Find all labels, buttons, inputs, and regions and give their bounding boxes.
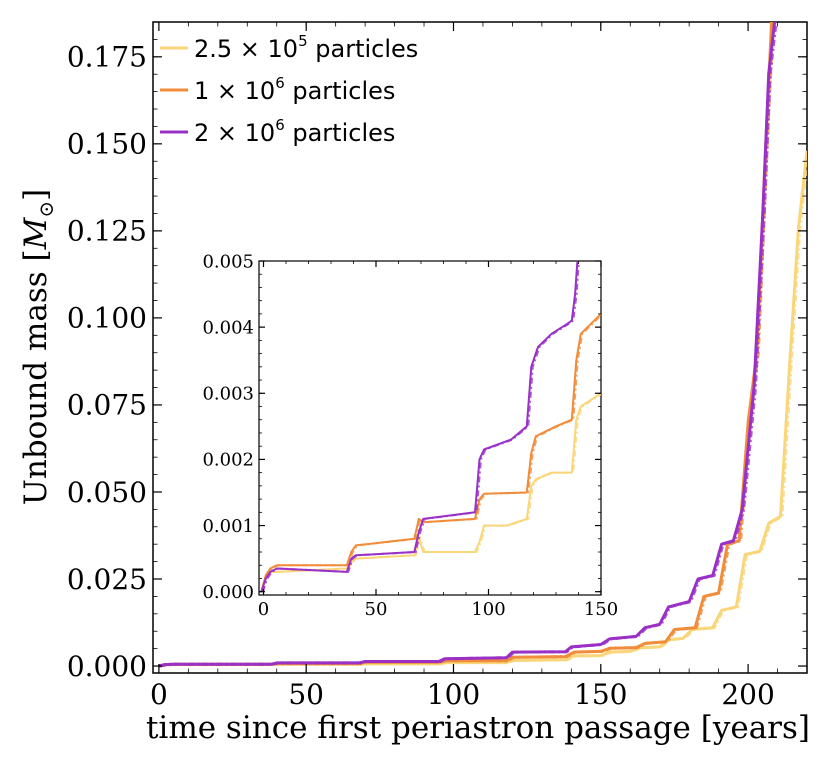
x-axis-label: time since first periastron passage [yea… [146, 710, 810, 746]
main-y-tick-label: 0.000 [67, 650, 147, 683]
legend-label-0: 2.5 × 105 particles [194, 32, 418, 63]
inset-x-tick-label: 0 [258, 599, 269, 620]
inset-y-tick-label: 0.002 [202, 450, 254, 471]
main-x-tick-label: 100 [427, 678, 480, 711]
main-y-tick-label: 0.075 [67, 389, 147, 422]
main-x-tick-label: 0 [150, 678, 168, 711]
inset-plot-frame [258, 260, 602, 596]
inset-y-tick-label: 0.000 [202, 582, 254, 603]
inset-y-tick-label: 0.003 [202, 384, 254, 405]
main-y-tick-label: 0.175 [67, 41, 147, 74]
main-y-tick-label: 0.125 [67, 215, 147, 248]
inset-x-tick-label: 100 [471, 599, 505, 620]
inset-series-line-1 [260, 313, 601, 592]
inset-x-tick-label: 50 [365, 599, 388, 620]
main-y-tick-label: 0.100 [67, 302, 147, 335]
main-y-tick-label: 0.150 [67, 128, 147, 161]
legend-label-2: 2 × 106 particles [194, 116, 395, 147]
main-x-tick-label: 150 [574, 678, 627, 711]
main-x-tick-label: 200 [721, 678, 774, 711]
inset-series-line-2 [260, 261, 579, 593]
main-series-line-2 [158, 22, 777, 668]
legend-label-1: 1 × 106 particles [194, 74, 395, 105]
inset-x-tick-label: 150 [584, 599, 618, 620]
main-y-tick-label: 0.025 [67, 563, 147, 596]
inset-y-tick-label: 0.004 [202, 317, 254, 338]
y-axis-label: Unbound mass [M⊙] [18, 189, 58, 506]
inset-plot: 0 50 100 150 0.000 0.001 0.002 0.003 0.004 0.005 [202, 251, 618, 620]
main-y-tick-label: 0.050 [67, 476, 147, 509]
inset-y-tick-label: 0.005 [202, 251, 254, 272]
main-x-tick-label: 50 [288, 678, 324, 711]
legend: 2.5 × 105 particles 1 × 106 particles 2 … [160, 32, 418, 147]
inset-y-tick-label: 0.001 [202, 516, 254, 537]
